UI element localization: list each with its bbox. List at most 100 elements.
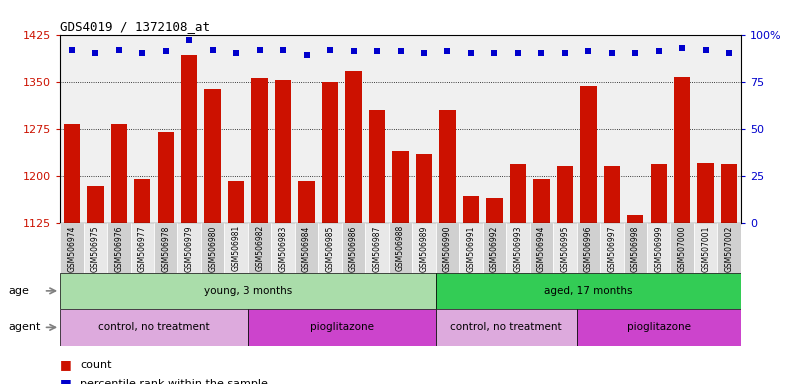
Point — [652, 48, 665, 55]
Bar — [63, 124, 80, 223]
Bar — [721, 164, 738, 223]
Bar — [580, 86, 597, 223]
Bar — [272, 223, 295, 273]
Bar — [107, 223, 131, 273]
Point — [324, 46, 336, 53]
Bar — [388, 223, 413, 273]
Bar — [204, 89, 221, 223]
Text: GSM506974: GSM506974 — [67, 225, 76, 272]
Bar — [718, 223, 741, 273]
Bar — [298, 181, 315, 223]
Text: GSM506986: GSM506986 — [349, 225, 358, 271]
Text: GSM506993: GSM506993 — [513, 225, 522, 272]
Bar — [322, 82, 338, 223]
Text: GSM506977: GSM506977 — [138, 225, 147, 272]
Text: ■: ■ — [60, 358, 72, 371]
Bar — [439, 110, 456, 223]
Point — [253, 46, 266, 53]
Text: GSM506979: GSM506979 — [185, 225, 194, 272]
Text: GSM506997: GSM506997 — [607, 225, 616, 272]
Bar — [436, 309, 577, 346]
Bar — [413, 223, 436, 273]
Bar — [224, 223, 248, 273]
Text: GSM506994: GSM506994 — [537, 225, 545, 272]
Bar — [694, 223, 718, 273]
Text: age: age — [8, 286, 29, 296]
Bar — [111, 124, 127, 223]
Bar — [627, 215, 643, 223]
Point — [159, 48, 172, 55]
Bar — [698, 163, 714, 223]
Bar — [154, 223, 178, 273]
Text: GSM506996: GSM506996 — [584, 225, 593, 272]
Bar — [368, 110, 385, 223]
Bar — [345, 71, 362, 223]
Point — [535, 50, 548, 56]
Bar — [577, 309, 741, 346]
Bar — [248, 223, 272, 273]
Bar — [623, 223, 647, 273]
Bar — [158, 132, 174, 223]
Bar — [87, 186, 103, 223]
Bar — [506, 223, 529, 273]
Bar — [365, 223, 388, 273]
Bar — [509, 164, 526, 223]
Point — [417, 50, 430, 56]
Point — [699, 46, 712, 53]
Bar — [252, 78, 268, 223]
Text: control, no treatment: control, no treatment — [450, 322, 562, 333]
Point — [112, 46, 125, 53]
Bar — [647, 223, 670, 273]
Text: GSM507000: GSM507000 — [678, 225, 686, 272]
Text: young, 3 months: young, 3 months — [203, 286, 292, 296]
Point — [230, 50, 243, 56]
Point — [512, 50, 525, 56]
Bar — [416, 154, 433, 223]
Text: GSM506990: GSM506990 — [443, 225, 452, 272]
Bar — [670, 223, 694, 273]
Bar — [83, 223, 107, 273]
Point — [441, 48, 454, 55]
Text: GSM506989: GSM506989 — [420, 225, 429, 271]
Point — [207, 46, 219, 53]
Point — [394, 48, 407, 55]
Bar — [436, 223, 459, 273]
Bar — [557, 166, 573, 223]
Point — [66, 46, 78, 53]
Point — [276, 46, 289, 53]
Bar — [60, 309, 248, 346]
Text: pioglitazone: pioglitazone — [310, 322, 374, 333]
Bar — [483, 223, 506, 273]
Point — [582, 48, 594, 55]
Point — [488, 50, 501, 56]
Point — [723, 50, 735, 56]
Bar — [178, 223, 201, 273]
Bar — [529, 223, 553, 273]
Text: GSM507002: GSM507002 — [725, 225, 734, 271]
Bar — [533, 179, 549, 223]
Text: pioglitazone: pioglitazone — [626, 322, 690, 333]
Text: aged, 17 months: aged, 17 months — [544, 286, 633, 296]
Bar — [60, 273, 436, 309]
Text: GSM506992: GSM506992 — [490, 225, 499, 271]
Bar — [392, 151, 409, 223]
Bar — [650, 164, 667, 223]
Text: GSM506984: GSM506984 — [302, 225, 311, 271]
Bar — [134, 179, 151, 223]
Text: GSM506982: GSM506982 — [256, 225, 264, 271]
Text: control, no treatment: control, no treatment — [99, 322, 210, 333]
Point — [465, 50, 477, 56]
Point — [136, 50, 149, 56]
Text: GSM506975: GSM506975 — [91, 225, 100, 272]
Bar — [459, 223, 483, 273]
Point — [347, 48, 360, 55]
Text: GSM506983: GSM506983 — [279, 225, 288, 271]
Text: GSM506978: GSM506978 — [161, 225, 171, 271]
Text: GDS4019 / 1372108_at: GDS4019 / 1372108_at — [60, 20, 210, 33]
Bar — [131, 223, 154, 273]
Bar — [318, 223, 342, 273]
Bar — [486, 198, 503, 223]
Bar — [60, 223, 83, 273]
Point — [629, 50, 642, 56]
Point — [371, 48, 384, 55]
